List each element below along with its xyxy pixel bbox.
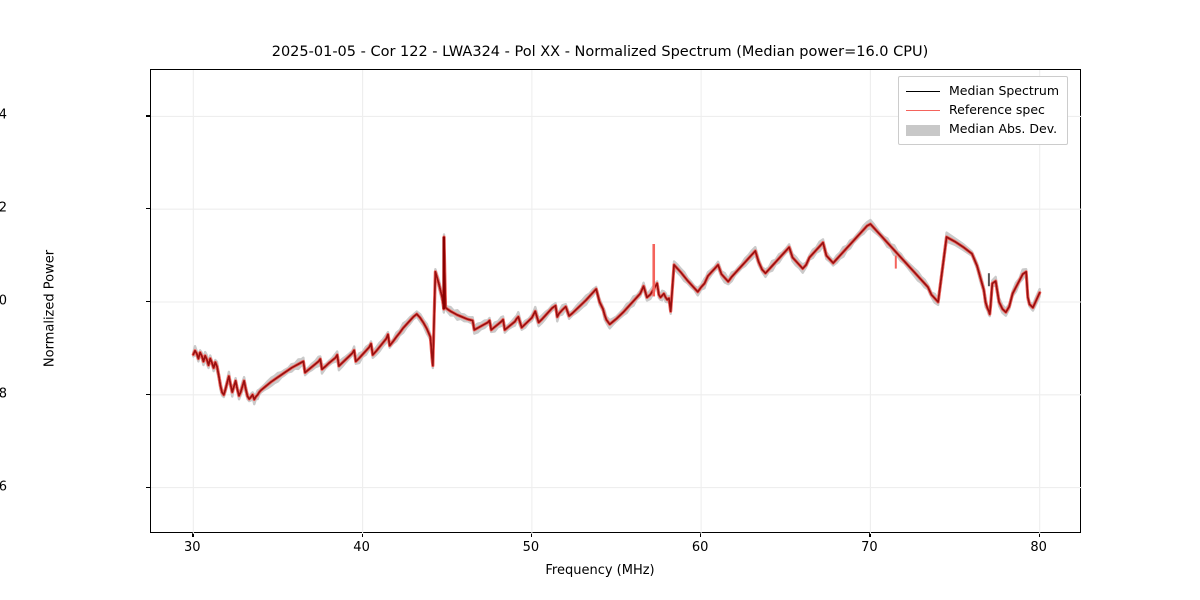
chart-title: 2025-01-05 - Cor 122 - LWA324 - Pol XX -… — [271, 44, 929, 60]
legend-item-3[interactable]: Median Abs. Dev. — [906, 120, 1059, 139]
y-tick-label: 1.4 — [0, 107, 7, 123]
legend-label: Median Spectrum — [949, 83, 1060, 99]
reference-spec-line — [191, 222, 1042, 402]
x-tickmark — [530, 533, 533, 537]
legend-label: Median Abs. Dev. — [949, 121, 1058, 137]
y-tick-label: 1.2 — [0, 200, 7, 216]
median-spectrum-line — [192, 223, 1041, 401]
legend-patch-swatch — [906, 123, 940, 137]
y-tickmark — [146, 301, 150, 303]
y-tickmark — [146, 208, 150, 210]
x-tick-label: 60 — [691, 540, 709, 555]
x-tickmark — [869, 533, 871, 537]
legend-line-swatch — [906, 104, 940, 118]
y-tickmark — [146, 115, 150, 117]
y-axis-label: Normalized Power — [42, 249, 58, 368]
x-tickmark — [361, 533, 363, 537]
rfi-annotation-markers — [442, 237, 990, 309]
x-tickmark — [1038, 533, 1040, 537]
x-tickmark — [192, 533, 194, 537]
x-tickmark — [700, 533, 702, 537]
chart-legend[interactable]: Median Spectrum Reference spec Median Abs.… — [898, 76, 1069, 145]
mad-band-fill — [192, 218, 1041, 406]
swatch-fill — [906, 124, 940, 136]
x-tick-label: 50 — [522, 540, 540, 555]
y-tick-label: 0.8 — [0, 386, 7, 402]
y-tick-label: 1.0 — [0, 293, 7, 309]
y-tickmark — [146, 486, 150, 488]
legend-label: Reference spec — [949, 102, 1045, 118]
x-tick-label: 70 — [861, 540, 878, 555]
plot-area[interactable] — [150, 69, 1082, 534]
x-tick-label: 80 — [1030, 540, 1047, 555]
legend-item-1[interactable]: Median Spectrum — [906, 82, 1059, 101]
y-tick-label: 0.6 — [0, 479, 7, 495]
x-tick-label: 30 — [184, 540, 201, 555]
x-axis-label: Frequency (MHz) — [545, 563, 655, 578]
swatch-fill — [906, 90, 940, 93]
legend-item-2[interactable]: Reference spec — [906, 101, 1059, 120]
swatch-fill — [906, 109, 940, 112]
legend-line-swatch — [906, 85, 940, 99]
y-tickmark — [146, 393, 150, 395]
x-tick-label: 40 — [353, 540, 370, 555]
